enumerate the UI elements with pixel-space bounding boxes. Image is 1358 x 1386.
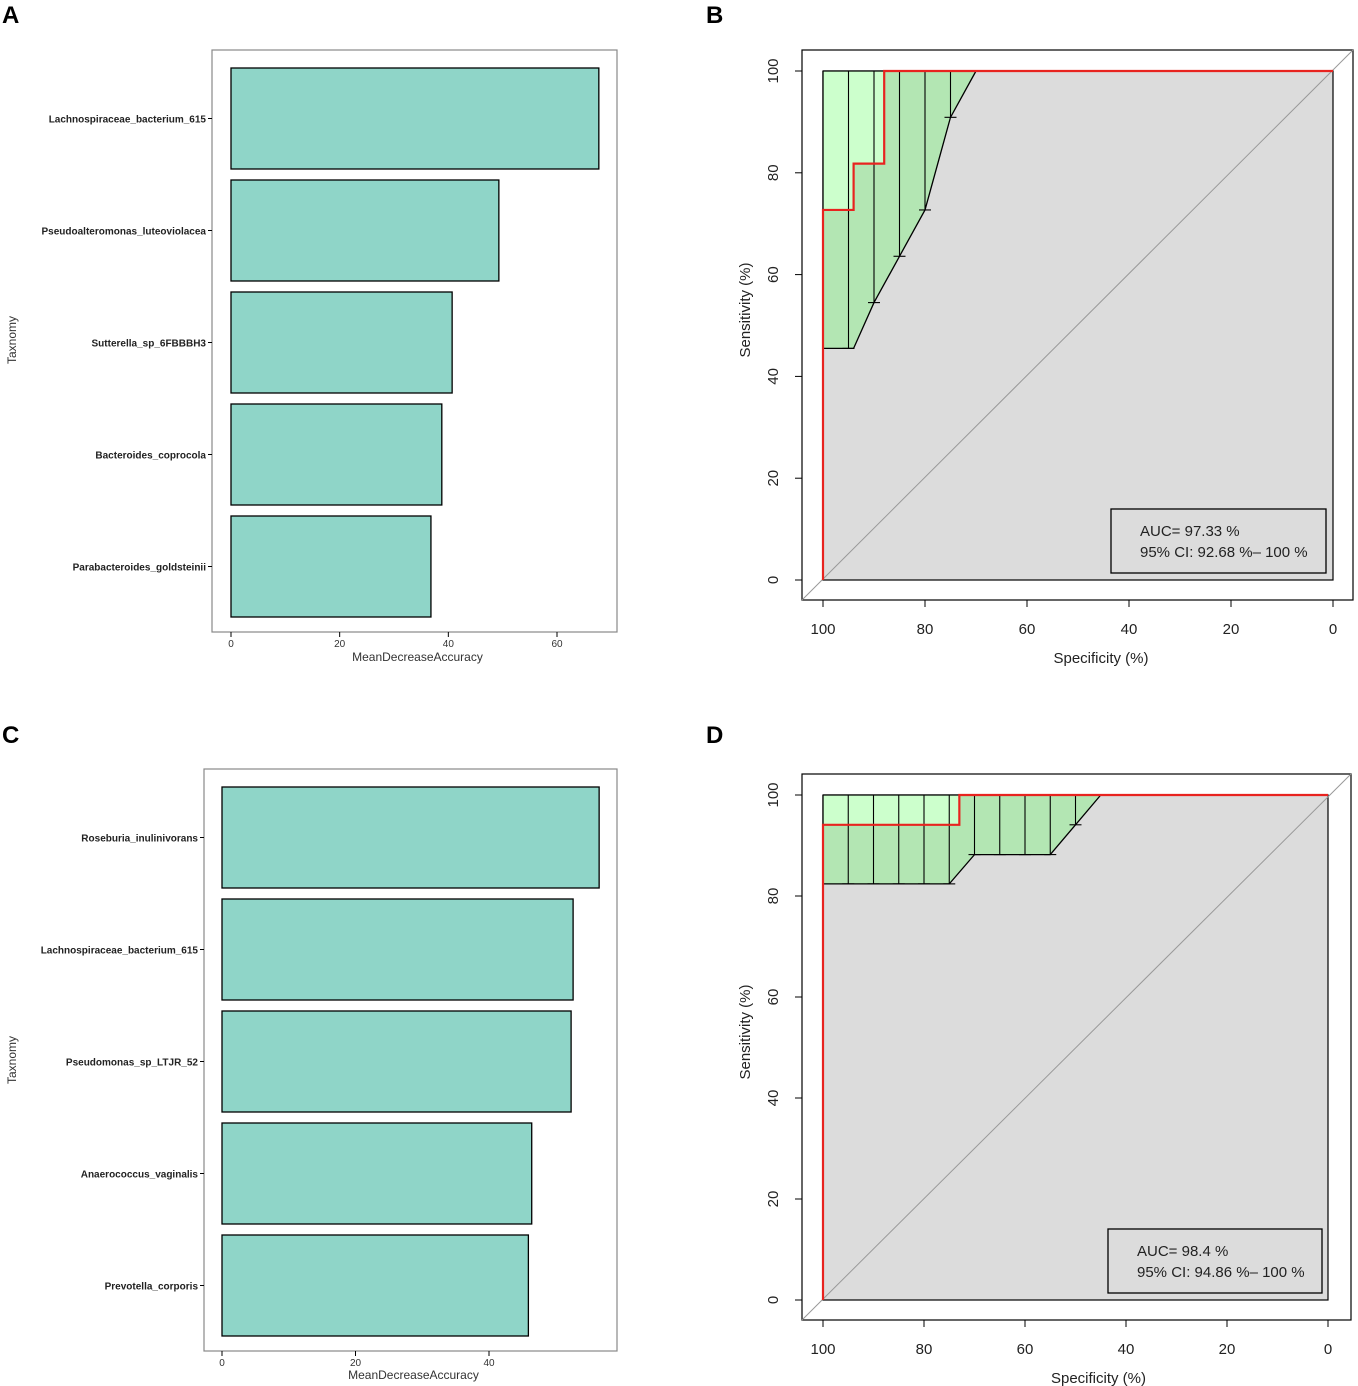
bar [230,515,432,618]
bar [221,1010,572,1113]
category-label: Bacteroides_coprocola [95,451,206,462]
plot-frame [203,768,618,1352]
y-tick-label: 60 [765,266,782,283]
x-tick-label: 20 [350,1358,362,1369]
bar [221,1234,530,1337]
category-label: Sutterella_sp_6FBBBH3 [92,339,207,350]
panel-label-d: D [706,722,724,749]
x-tick-label: 0 [228,639,234,650]
y-tick-label: 0 [765,1296,782,1304]
x-tick-label: 100 [810,621,835,638]
roc-curve [821,69,1333,580]
x-tick-label: 60 [1019,621,1036,638]
x-tick-label: 0 [1329,621,1337,638]
y-tick-label: 60 [765,989,782,1006]
x-tick-label: 100 [810,1341,835,1358]
x-tick-label: 20 [1219,1341,1236,1358]
y-axis-label: Taxnomy [5,1036,19,1084]
bar [230,291,453,394]
y-axis-label: Sensitivity (%) [737,262,754,357]
category-label: Pseudoalteromonas_luteoviolacea [41,227,206,238]
panel-label-b: B [706,2,724,29]
x-axis-label: MeanDecreaseAccuracy [348,1368,479,1382]
roc-curve [821,793,1328,1300]
bar-chart-c: Roseburia_inulinivorans Lachnospiraceae_b… [5,768,618,1382]
y-tick-label: 80 [765,164,782,181]
category-label: Lachnospiraceae_bacterium_615 [41,946,199,957]
roc-chart-d: 100 80 60 40 20 0 0 20 40 60 80 100 Specificity (%) S… [737,773,1352,1386]
y-tick-label: 20 [765,470,782,487]
diagonal-reference-line [801,773,1352,1321]
x-tick-label: 20 [334,639,346,650]
x-tick-label: 40 [443,639,455,650]
auc-text: AUC= 98.4 % [1137,1243,1228,1260]
y-tick-label: 80 [765,888,782,905]
x-tick-label: 80 [917,621,934,638]
x-axis-label: Specificity (%) [1051,1370,1146,1386]
bar [221,786,600,889]
bar [221,898,574,1001]
bar-chart-a: Lachnospiraceae_bacterium_615 Pseudoalter… [5,49,618,664]
y-tick-label: 0 [765,576,782,584]
x-tick-label: 0 [219,1358,225,1369]
category-label: Pseudomonas_sp_LTJR_52 [66,1058,199,1069]
panel-label-a: A [2,2,20,29]
panel-label-c: C [2,722,20,749]
x-tick-label: 80 [916,1341,933,1358]
x-tick-label: 0 [1324,1341,1332,1358]
category-label: Prevotella_corporis [105,1282,199,1293]
y-tick-label: 20 [765,1191,782,1208]
x-axis-label: MeanDecreaseAccuracy [352,650,483,664]
y-tick-label: 40 [765,1090,782,1107]
x-axis-label: Specificity (%) [1053,650,1148,667]
category-label: Lachnospiraceae_bacterium_615 [49,115,207,126]
legend-box [1107,1228,1323,1294]
y-tick-label: 100 [765,58,782,83]
x-tick-label: 40 [483,1358,495,1369]
category-label: Anaerococcus_vaginalis [81,1170,199,1181]
y-axis-label: Taxnomy [5,316,19,364]
x-tick-label: 60 [551,639,563,650]
bar [230,179,500,282]
y-tick-label: 100 [765,782,782,807]
bar [230,67,600,170]
plot-frame [211,49,618,633]
y-tick-label: 40 [765,368,782,385]
x-tick-label: 60 [1017,1341,1034,1358]
x-tick-label: 40 [1121,621,1138,638]
category-label: Roseburia_inulinivorans [81,834,198,845]
bar [230,403,443,506]
roc-chart-b: 100 80 60 40 20 0 0 20 40 60 80 100 Specificity (%) S… [737,49,1354,667]
y-axis-label: Sensitivity (%) [737,984,754,1079]
diagonal-reference-line [801,49,1354,601]
x-tick-label: 40 [1118,1341,1135,1358]
ci-text: 95% CI: 92.68 %– 100 % [1140,544,1308,561]
category-label: Parabacteroides_goldsteinii [73,563,207,574]
bar [221,1122,533,1225]
ci-text: 95% CI: 94.86 %– 100 % [1137,1264,1305,1281]
legend-box [1110,508,1327,574]
auc-text: AUC= 97.33 % [1140,523,1240,540]
x-tick-label: 20 [1223,621,1240,638]
